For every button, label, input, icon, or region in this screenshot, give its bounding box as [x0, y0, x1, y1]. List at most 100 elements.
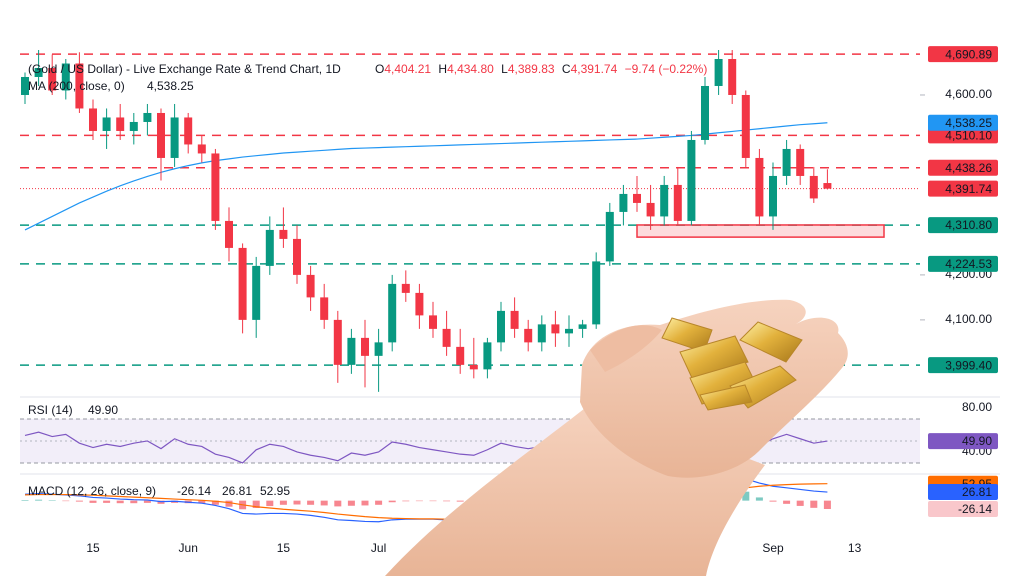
candle-body: [170, 117, 179, 158]
candle-body: [347, 337, 356, 365]
candle-body: [728, 58, 737, 95]
price-label-box: [928, 127, 998, 144]
candle-body: [265, 229, 274, 266]
thumb: [590, 325, 662, 372]
price-label-box: [928, 255, 998, 272]
price-label: 4,438.26: [945, 161, 992, 175]
macd-histogram-bar: [103, 500, 111, 503]
candle-body: [823, 183, 832, 189]
candle-body: [796, 148, 805, 176]
candle-body: [388, 283, 397, 343]
gold-bar: [739, 321, 803, 363]
chart-title: (Gold / US Dollar) - Live Exchange Rate …: [28, 62, 341, 76]
macd-histogram-bar: [279, 500, 287, 505]
macd-histogram-bar: [347, 500, 355, 506]
candle-body: [701, 85, 709, 140]
macd-histogram-bar: [225, 500, 233, 507]
candle-body: [211, 153, 220, 221]
candle-body: [279, 229, 288, 239]
candle-body: [551, 324, 560, 334]
candle-body: [116, 117, 125, 131]
price-label: 4,538.25: [945, 116, 992, 130]
candle-body: [225, 220, 233, 248]
price-label: 4,310.80: [945, 218, 992, 232]
macd-histogram-bar: [211, 500, 219, 505]
gold-bar: [661, 317, 713, 353]
candle-body: [469, 364, 478, 370]
ma-line: [24, 122, 828, 231]
x-tick-label: 15: [277, 541, 291, 555]
x-tick-label: Jun: [179, 541, 198, 555]
candle-body: [619, 193, 628, 212]
macd-histogram-bar: [252, 500, 260, 508]
price-label-box: [928, 46, 998, 63]
price-label: 4,510.10: [945, 129, 992, 143]
candle-body: [537, 324, 546, 343]
price-label: 49.90: [962, 434, 992, 448]
candle-body: [565, 328, 573, 334]
y-tick-label: 4,600.00: [945, 87, 992, 101]
hand-photo: [385, 299, 848, 576]
ohlc-value: 4,434.80: [447, 62, 494, 76]
macd-histogram-bar: [388, 500, 396, 503]
ohlc-value: 4,389.83: [508, 62, 555, 76]
candle-body: [34, 67, 43, 77]
candle-body: [21, 76, 29, 95]
macd-histogram-bar: [21, 500, 29, 501]
macd-histogram-bar: [361, 500, 369, 506]
macd-legend-value: -26.14: [177, 484, 211, 498]
price-label-box: [928, 484, 998, 501]
candle-body: [333, 319, 342, 365]
macd-histogram-bar: [783, 500, 791, 504]
support-zone: [636, 224, 885, 238]
candle-body: [755, 157, 764, 217]
macd-histogram-bar: [266, 500, 274, 507]
gold-bar: [679, 335, 749, 379]
macd-histogram-bar: [769, 500, 777, 502]
macd-histogram-bar: [75, 500, 83, 502]
candle-body: [293, 238, 301, 275]
candle-body: [673, 184, 682, 221]
macd-histogram-bar: [796, 500, 804, 506]
ohlc-header: O4,404.21 H4,434.80 L4,389.83 C4,391.74 …: [375, 62, 707, 76]
ohlc-prefix: C: [562, 62, 571, 76]
macd-histogram-bar: [415, 500, 423, 502]
ohlc-prefix: L: [501, 62, 508, 76]
macd-histogram-bar: [116, 500, 124, 504]
price-label-box: [928, 433, 998, 450]
macd-histogram-bar: [293, 500, 301, 505]
candle-body: [592, 261, 601, 325]
x-tick-label: 15: [86, 541, 100, 555]
candle-body: [129, 121, 138, 131]
macd-histogram-bar: [48, 500, 56, 501]
candle-body: [769, 175, 777, 217]
candle-body: [102, 117, 111, 131]
candle-body: [741, 94, 750, 158]
ma-legend: MA (200, close, 0): [28, 79, 125, 93]
candle-body: [510, 310, 519, 329]
candle-body: [497, 310, 505, 343]
macd-histogram-bar: [402, 500, 410, 502]
macd-histogram-bar: [755, 497, 763, 501]
ohlc-value: 4,404.21: [384, 62, 431, 76]
price-label-box: [928, 357, 998, 374]
ma-legend-value: 4,538.25: [147, 79, 194, 93]
price-label: 4,690.89: [945, 47, 992, 61]
macd-histogram-bar: [334, 500, 342, 507]
gold-bar: [699, 384, 753, 411]
macd-legend: MACD (12, 26, close, 9): [28, 484, 156, 498]
candle-body: [687, 139, 696, 221]
macd-histogram-bar: [307, 500, 315, 505]
price-pane: [20, 50, 920, 392]
macd-histogram-bar: [823, 500, 831, 510]
macd-histogram-bar: [62, 500, 70, 502]
candle-body: [197, 144, 206, 154]
candle-body: [809, 175, 818, 199]
candle-body: [483, 342, 492, 370]
ohlc-prefix: H: [438, 62, 447, 76]
candle-body: [320, 297, 329, 320]
candle-body: [306, 274, 315, 298]
x-tick-label: Jul: [371, 541, 386, 555]
